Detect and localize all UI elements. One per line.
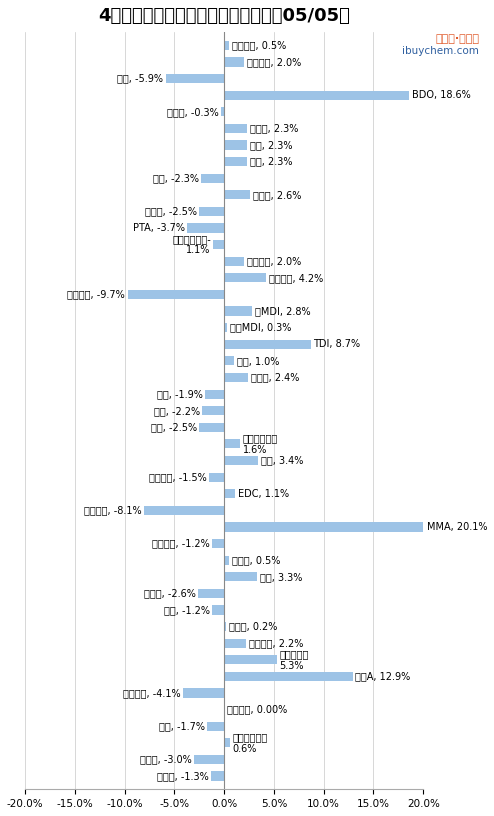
Text: 丙烯酸, -3.0%: 丙烯酸, -3.0% [140,755,192,765]
Text: 甲苯, 3.3%: 甲苯, 3.3% [259,572,302,582]
Bar [199,589,224,598]
Text: BDO, 18.6%: BDO, 18.6% [412,90,470,100]
Text: 二甲苯, 0.5%: 二甲苯, 0.5% [232,555,280,565]
Text: 环氧丙烷，
5.3%: 环氧丙烷， 5.3% [280,649,309,671]
Bar [224,655,277,664]
Bar [224,357,234,366]
Bar [224,91,409,100]
Text: 甲醇, -2.5%: 甲醇, -2.5% [151,423,197,432]
Title: 4月国内大宗化工品价格涨跌幅一览（05/05）: 4月国内大宗化工品价格涨跌幅一览（05/05） [98,7,350,25]
Text: 苯酚, 1.0%: 苯酚, 1.0% [237,356,279,366]
Text: 乙二醇, 0.2%: 乙二醇, 0.2% [229,622,277,632]
Text: 异丁醛, -1.3%: 异丁醛, -1.3% [157,771,209,781]
Text: 环氧树脂, 2.2%: 环氧树脂, 2.2% [248,638,303,648]
Bar [224,257,244,266]
Bar [224,738,230,747]
Text: 辛醇, -2.3%: 辛醇, -2.3% [153,173,199,184]
Text: 醋酸仲丁酯，
1.6%: 醋酸仲丁酯， 1.6% [243,433,278,455]
Text: 丁二烯, 2.4%: 丁二烯, 2.4% [250,372,299,383]
Text: 不饱和树脂，-
1.1%: 不饱和树脂，- 1.1% [172,234,211,255]
Bar [203,406,224,415]
Bar [144,506,224,515]
Bar [224,373,248,382]
Text: 聚合MDI, 0.3%: 聚合MDI, 0.3% [230,322,291,333]
Text: 软泡聚醚, 0.5%: 软泡聚醚, 0.5% [232,40,286,51]
Bar [202,174,224,183]
Bar [194,755,224,764]
Bar [183,689,224,698]
Text: 环氧丙烷, -1.5%: 环氧丙烷, -1.5% [149,472,207,482]
Text: 醋酸乙烯, -8.1%: 醋酸乙烯, -8.1% [83,505,141,516]
Bar [224,190,250,199]
Bar [224,622,226,631]
Bar [128,290,224,299]
Bar [221,107,224,117]
Bar [224,672,353,681]
Text: EDC, 1.1%: EDC, 1.1% [238,489,289,499]
Text: 己内酰胺, 2.0%: 己内酰胺, 2.0% [247,256,301,266]
Text: 硬泡聚醚, 2.0%: 硬泡聚醚, 2.0% [247,57,301,67]
Bar [224,140,247,149]
Text: 丙烯酸丁酯，
0.6%: 丙烯酸丁酯， 0.6% [233,732,268,754]
Bar [224,489,235,499]
Text: 双酚A, 12.9%: 双酚A, 12.9% [355,672,411,681]
Text: 纯MDI, 2.8%: 纯MDI, 2.8% [254,306,310,316]
Bar [165,74,224,83]
Bar [224,124,247,133]
Text: 正丁醇, -2.5%: 正丁醇, -2.5% [145,206,197,216]
Bar [224,57,244,67]
Bar [211,771,224,781]
Bar [213,240,224,249]
Text: 丁酮, -5.9%: 丁酮, -5.9% [117,73,163,83]
Bar [224,572,257,581]
Bar [207,721,224,731]
Bar [224,639,246,648]
Bar [224,41,229,50]
Text: TDI, 8.7%: TDI, 8.7% [313,339,361,349]
Text: 苯乙烯, -2.6%: 苯乙烯, -2.6% [144,588,196,598]
Bar [224,157,247,166]
Text: MMA, 20.1%: MMA, 20.1% [427,522,487,532]
Text: 二乙二醇, 4.2%: 二乙二醇, 4.2% [269,273,323,283]
Text: 买化塑·研究院: 买化塑·研究院 [435,34,479,44]
Text: 苯酐, 2.3%: 苯酐, 2.3% [249,157,292,166]
Text: 异丁醇, 2.6%: 异丁醇, 2.6% [252,190,301,200]
Bar [212,539,224,548]
Bar [224,439,240,449]
Text: 二氯甲烷, -1.2%: 二氯甲烷, -1.2% [152,539,210,548]
Text: 醋酸乙酯, 0.00%: 醋酸乙酯, 0.00% [227,705,287,715]
Bar [224,307,252,316]
Bar [224,273,266,282]
Bar [200,206,224,216]
Text: 环氧乙烷, -9.7%: 环氧乙烷, -9.7% [68,290,125,299]
Text: PTA, -3.7%: PTA, -3.7% [133,223,185,233]
Bar [200,423,224,432]
Text: 乙醇, -2.2%: 乙醇, -2.2% [154,406,200,415]
Bar [209,472,224,481]
Bar [206,389,224,399]
Text: 醋酸, -1.7%: 醋酸, -1.7% [159,721,205,731]
Text: 醋酸丁酯, -4.1%: 醋酸丁酯, -4.1% [124,688,181,698]
Text: ibuychem.com: ibuychem.com [402,46,479,55]
Bar [224,339,311,348]
Text: 纯苯, -1.2%: 纯苯, -1.2% [164,605,210,615]
Bar [224,522,424,531]
Text: 异丙醇, -0.3%: 异丙醇, -0.3% [167,107,219,117]
Bar [224,556,229,565]
Bar [224,456,258,465]
Text: 丙二醇, 2.3%: 丙二醇, 2.3% [249,123,298,133]
Bar [212,605,224,614]
Text: 甘油, 3.4%: 甘油, 3.4% [260,455,303,465]
Text: 邻苯, 2.3%: 邻苯, 2.3% [249,140,292,150]
Bar [224,323,227,332]
Bar [187,224,224,233]
Text: 丙烯, -1.9%: 丙烯, -1.9% [157,389,203,399]
